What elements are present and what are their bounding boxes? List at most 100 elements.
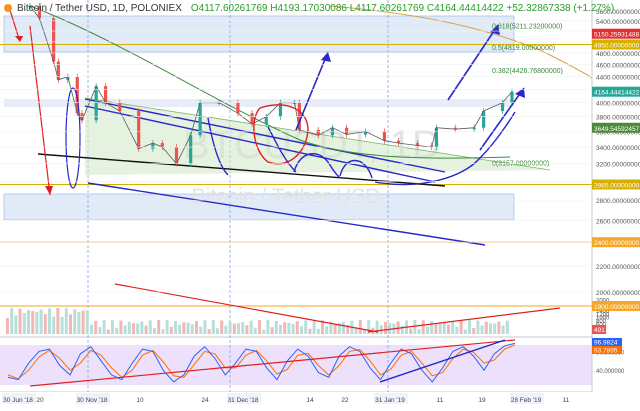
price-tick-label: 5600.00000000 — [596, 9, 640, 16]
candle-body — [415, 143, 420, 146]
stoch-last-box — [592, 338, 622, 346]
volume-bar — [333, 323, 337, 334]
price-tag-box — [592, 301, 640, 312]
ma-green-curve — [29, 5, 511, 159]
candle-body — [250, 113, 254, 125]
volume-bar — [144, 325, 148, 334]
volume-bar — [249, 320, 253, 334]
volume-bar — [52, 316, 56, 334]
price-tick-label: 2200.00000000 — [596, 264, 640, 271]
fib-level-label: 0.618(5211.23200000) — [492, 23, 562, 30]
time-tick-label: 11 — [437, 397, 444, 404]
volume-bar — [505, 320, 509, 334]
volume-bar — [35, 311, 39, 334]
volume-bar — [375, 320, 379, 334]
time-tick-label: 14 — [306, 397, 314, 404]
candle-body — [482, 111, 486, 128]
volume-bar — [312, 320, 316, 334]
time-tick-label: 22 — [341, 397, 349, 404]
arrow-3-head — [515, 88, 525, 98]
candle-body — [278, 102, 283, 117]
time-label-box — [510, 393, 544, 404]
candle-body — [453, 127, 457, 130]
volume-bar — [102, 320, 106, 334]
time-tick-label: 24 — [201, 397, 209, 404]
symbol-title[interactable]: Bitcoin / Tether USD, 1D, POLONIEX — [17, 2, 182, 14]
volume-last-box — [592, 325, 606, 334]
price-tag-box — [592, 86, 640, 97]
volume-bar — [308, 328, 312, 334]
volume-bar — [354, 327, 358, 334]
volume-tick-label: 1000 — [596, 316, 610, 322]
price-tag-box — [592, 237, 640, 248]
volume-bar — [165, 320, 169, 334]
price-tag-box — [592, 122, 640, 133]
candle-body — [363, 131, 368, 135]
volume-bar — [262, 329, 266, 334]
ohlc-readout: O4117.60261769 H4193.17030086 L4117.6026… — [190, 2, 615, 14]
volume-bar — [241, 321, 245, 334]
time-tick-label: 20 — [36, 397, 44, 404]
price-tick-label: 3800.00000000 — [596, 115, 640, 122]
stoch-last-box — [592, 346, 622, 354]
price-tick-label: 2000.00000000 — [596, 290, 640, 297]
volume-bar — [169, 326, 173, 334]
volume-bar — [493, 323, 497, 334]
time-tick-label: 30 Jun '18 — [3, 397, 33, 404]
volume-bar — [388, 323, 392, 334]
volume-bar — [161, 329, 165, 334]
arc-2 — [267, 126, 297, 173]
price-tag-label: 1900.00000000 — [594, 304, 640, 311]
volume-bar — [283, 322, 287, 334]
candle-body — [500, 102, 505, 112]
volume-bar — [337, 322, 341, 334]
arrow-1-head — [321, 52, 331, 62]
volume-bar — [501, 325, 505, 334]
candle-body — [151, 143, 155, 149]
volume-bar — [426, 326, 429, 334]
volume-bar — [90, 324, 93, 334]
price-tag-label: 2400.00000000 — [594, 240, 640, 247]
volume-bar — [10, 308, 14, 334]
volume-bar — [220, 320, 224, 334]
volume-bar — [119, 320, 123, 334]
volume-bar — [127, 321, 131, 334]
watermark-name: Bitcoin / Tether USD — [192, 185, 381, 208]
volume-bar — [56, 308, 60, 334]
stoch-tick-label: 40.000000 — [596, 369, 625, 375]
candle-body — [297, 102, 301, 130]
price-tick-label: 4600.00000000 — [596, 63, 640, 70]
volume-bar — [178, 324, 182, 334]
volume-bar — [451, 320, 455, 334]
volume-bar — [367, 320, 371, 334]
price-tag-box — [592, 39, 640, 50]
volume-bar — [400, 325, 404, 334]
volume-bar — [186, 322, 190, 334]
time-axis[interactable] — [0, 392, 592, 406]
arc-3 — [293, 153, 341, 179]
price-tick-label: 2800.00000000 — [596, 198, 640, 205]
time-tick-label: 19 — [478, 397, 486, 404]
price-tick-label: 3400.00000000 — [596, 145, 640, 152]
price-tick-label: 2600.00000000 — [596, 218, 640, 225]
candle-body — [137, 111, 141, 149]
annotation-red-circle — [253, 104, 309, 165]
price-tag-label: 3649.54592457 — [594, 126, 640, 133]
time-tick-label: 10 — [136, 397, 144, 404]
volume-bar — [304, 320, 308, 334]
volume-bar — [6, 318, 9, 334]
stoch-k-line — [7, 342, 516, 383]
red-arrow-1-head — [15, 36, 23, 42]
volume-bar — [14, 315, 18, 334]
volume-bar — [153, 328, 156, 334]
price-tick-label: 3200.00000000 — [596, 162, 640, 169]
price-tag-label: 2965.00000000 — [594, 182, 640, 189]
volume-bar — [85, 310, 89, 334]
volume-bar — [237, 323, 240, 334]
price-tick-label: 5400.00000000 — [596, 19, 640, 26]
time-tick-label: 31 Jan '19 — [375, 397, 405, 404]
channel-upper-line — [84, 98, 446, 173]
volume-bar — [421, 320, 425, 334]
